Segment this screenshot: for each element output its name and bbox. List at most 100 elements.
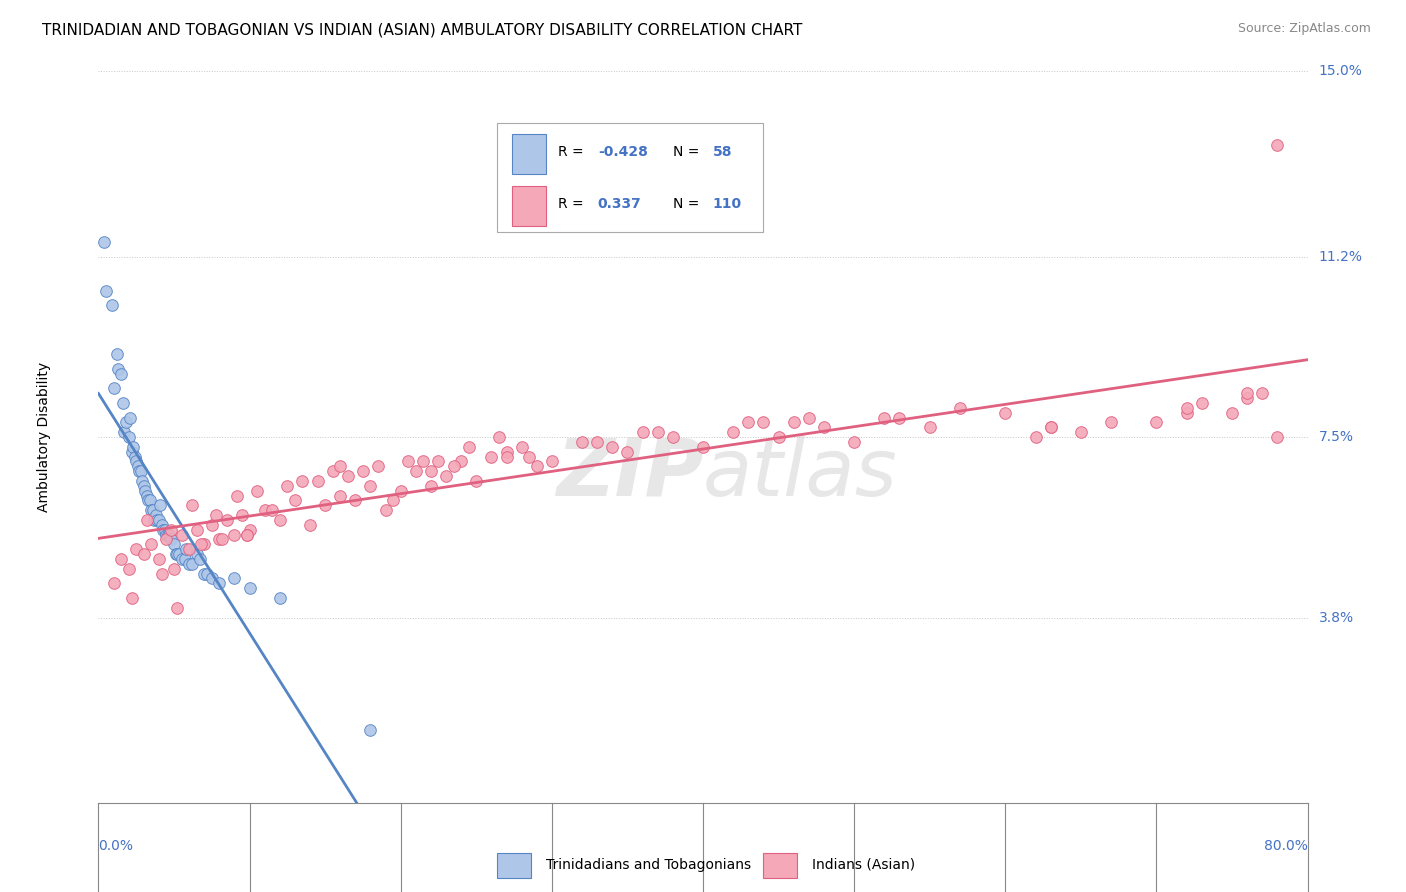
Point [1191,396,1213,410]
Point [190,537,212,551]
Point [661,430,683,444]
Point [142,503,165,517]
Point [215,513,238,527]
Point [235,527,257,541]
Point [235,527,257,541]
Point [322,464,344,478]
Point [495,450,517,464]
Point [647,425,669,440]
Point [344,493,367,508]
Point [420,479,443,493]
Point [1236,386,1258,401]
Point [125,542,148,557]
Point [1175,401,1198,415]
Point [181,499,204,513]
Text: 15.0%: 15.0% [1319,64,1362,78]
Point [360,479,382,493]
Point [307,474,329,488]
Bar [512,134,546,174]
Point [93,235,115,249]
Point [526,459,548,474]
Point [188,552,211,566]
Text: 7.5%: 7.5% [1319,430,1354,444]
Point [155,527,177,541]
Point [131,474,153,488]
Point [994,406,1017,420]
Point [170,552,193,566]
Text: N =: N = [672,197,703,211]
Point [1267,137,1289,152]
Point [124,450,146,464]
Text: 110: 110 [713,197,742,211]
Point [201,572,224,586]
Point [374,503,396,517]
Bar [763,853,797,878]
Point [329,489,352,503]
Text: 0.337: 0.337 [598,197,641,211]
Point [166,547,188,561]
Point [1024,430,1046,444]
Point [336,469,359,483]
Point [224,572,246,586]
Point [396,454,419,468]
Point [122,440,145,454]
Point [179,542,201,557]
Text: Indians (Asian): Indians (Asian) [811,858,915,872]
Point [101,298,124,312]
Text: Trinidadians and Tobagonians: Trinidadians and Tobagonians [546,858,751,872]
Point [450,454,472,468]
Point [170,527,193,541]
Point [141,537,163,551]
Bar [498,853,531,878]
Point [1251,386,1274,401]
Point [94,284,117,298]
Point [107,361,129,376]
Point [692,440,714,454]
Point [136,493,159,508]
Point [873,410,896,425]
Point [132,547,155,561]
Bar [512,186,546,227]
Point [153,523,176,537]
Point [173,552,195,566]
Text: R =: R = [558,145,588,159]
Point [160,523,183,537]
Point [844,434,866,449]
Point [120,410,142,425]
Point [193,566,215,581]
Point [152,523,174,537]
Point [114,416,136,430]
Point [382,493,405,508]
Point [135,489,157,503]
Text: Ambulatory Disability: Ambulatory Disability [37,362,51,512]
Point [329,459,352,474]
Bar [498,122,763,232]
Point [314,499,336,513]
Point [752,416,775,430]
Point [143,513,166,527]
Point [1070,425,1092,440]
Point [167,547,190,561]
Point [405,464,427,478]
Point [253,503,276,517]
Point [160,533,183,547]
Point [231,508,253,522]
Point [1220,406,1243,420]
Point [481,450,503,464]
Point [284,493,307,508]
Text: TRINIDADIAN AND TOBAGONIAN VS INDIAN (ASIAN) AMBULATORY DISABILITY CORRELATION C: TRINIDADIAN AND TOBAGONIAN VS INDIAN (AS… [42,22,803,37]
Text: 11.2%: 11.2% [1319,250,1362,264]
Point [616,444,638,458]
Text: N =: N = [672,145,703,159]
Text: Source: ZipAtlas.com: Source: ZipAtlas.com [1237,22,1371,36]
Point [427,454,450,468]
Text: 80.0%: 80.0% [1264,839,1308,854]
Point [103,576,125,591]
Point [193,537,215,551]
Point [129,464,152,478]
Text: atlas: atlas [703,434,898,513]
Point [571,434,593,449]
Point [148,552,170,566]
Point [201,517,224,532]
Point [412,454,434,468]
